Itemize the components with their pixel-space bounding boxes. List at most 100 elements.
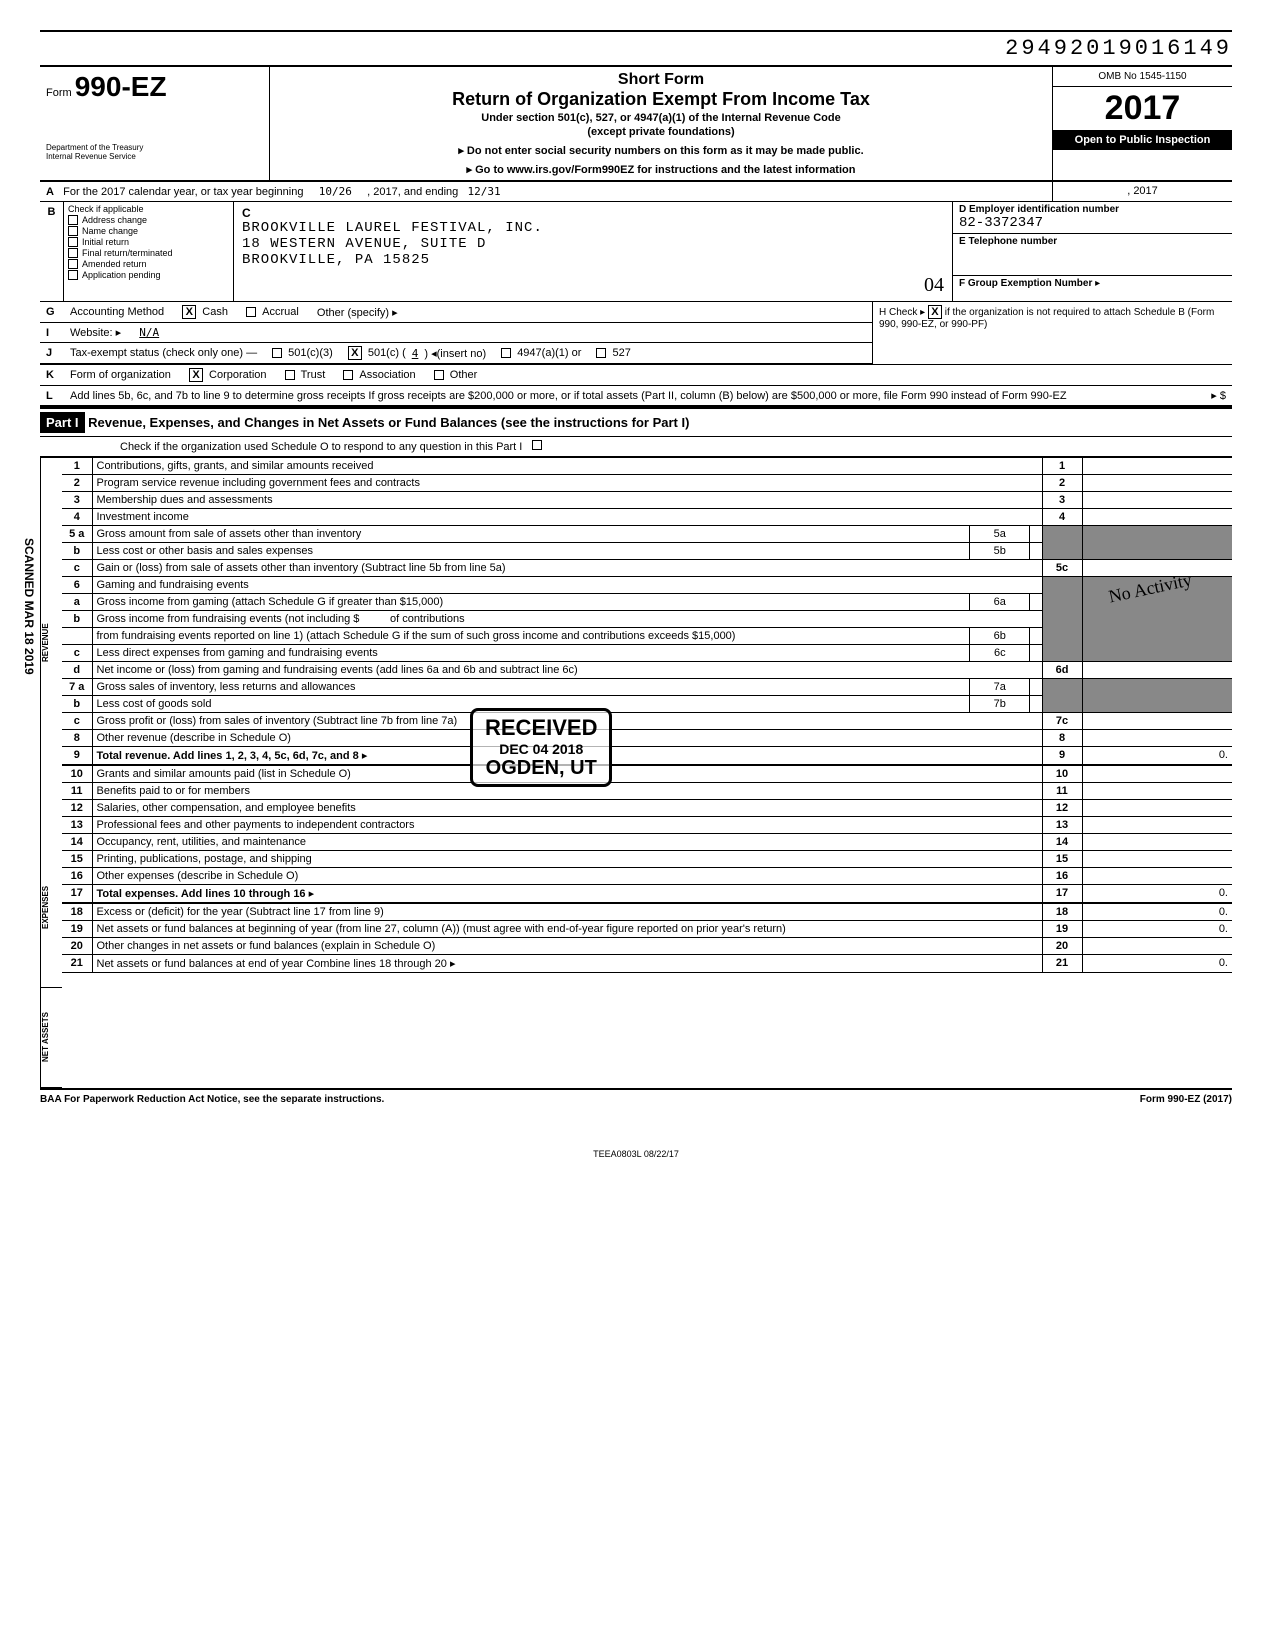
- l11: Benefits paid to or for members: [92, 783, 1042, 800]
- other-specify-label: Other (specify) ▸: [317, 306, 398, 319]
- other-form-checkbox[interactable]: [434, 370, 444, 380]
- section-b: B Check if applicable Address change Nam…: [40, 202, 1232, 302]
- assoc-checkbox[interactable]: [343, 370, 353, 380]
- form-footer: Form 990-EZ (2017): [1140, 1094, 1232, 1105]
- header-left: Form 990-EZ Department of the Treasury I…: [40, 67, 270, 180]
- col-de: D Employer identification number 82-3372…: [952, 202, 1232, 301]
- omb-number: OMB No 1545-1150: [1053, 67, 1232, 87]
- baa-notice: BAA For Paperwork Reduction Act Notice, …: [40, 1094, 384, 1105]
- no-ssn-note: Do not enter social security numbers on …: [278, 144, 1044, 157]
- f-label: F Group Exemption Number: [959, 278, 1092, 289]
- l9-amt: 0.: [1082, 747, 1232, 766]
- 501c-checkbox[interactable]: X: [348, 346, 362, 360]
- l1: Contributions, gifts, grants, and simila…: [92, 458, 1042, 475]
- l13: Professional fees and other payments to …: [92, 817, 1042, 834]
- l6b-post: of contributions: [390, 613, 465, 625]
- trust-label: Trust: [301, 369, 326, 381]
- return-title: Return of Organization Exempt From Incom…: [278, 89, 1044, 110]
- name-address-col: C BROOKVILLE LAUREL FESTIVAL, INC. 18 WE…: [234, 202, 952, 301]
- row-a: A For the 2017 calendar year, or tax yea…: [40, 182, 1232, 202]
- goto-note: Go to www.irs.gov/Form990EZ for instruct…: [278, 163, 1044, 176]
- name-change-checkbox[interactable]: [68, 226, 78, 236]
- part1-body: REVENUE EXPENSES NET ASSETS 1Contributio…: [40, 457, 1232, 1088]
- form-number: 990-EZ: [75, 71, 167, 102]
- l19: Net assets or fund balances at beginning…: [92, 921, 1042, 938]
- scanned-stamp: SCANNED MAR 18 2019: [22, 538, 36, 675]
- tax-year: 2017: [1053, 87, 1232, 130]
- d-label: D Employer identification number: [959, 204, 1119, 215]
- side-expenses: EXPENSES: [40, 828, 62, 988]
- l14: Occupancy, rent, utilities, and maintena…: [92, 834, 1042, 851]
- header-right: OMB No 1545-1150 2017 Open to Public Ins…: [1052, 67, 1232, 180]
- addr-change-label: Address change: [82, 215, 147, 225]
- 4947-label: 4947(a)(1) or: [517, 347, 581, 359]
- part1-check-text: Check if the organization used Schedule …: [120, 441, 522, 453]
- checkboxes-col: Check if applicable Address change Name …: [64, 202, 234, 301]
- corp-checkbox[interactable]: X: [189, 368, 203, 382]
- dept-treasury: Department of the Treasury: [46, 143, 143, 152]
- l19-amt: 0.: [1082, 921, 1232, 938]
- l12: Salaries, other compensation, and employ…: [92, 800, 1042, 817]
- l6b-pre: Gross income from fundraising events (no…: [97, 613, 360, 625]
- initial-return-checkbox[interactable]: [68, 237, 78, 247]
- l17-amt: 0.: [1082, 885, 1232, 904]
- h-checkbox[interactable]: X: [928, 305, 942, 319]
- accrual-checkbox[interactable]: [246, 307, 256, 317]
- 4947-checkbox[interactable]: [501, 348, 511, 358]
- assoc-label: Association: [359, 369, 415, 381]
- addr-change-checkbox[interactable]: [68, 215, 78, 225]
- final-return-checkbox[interactable]: [68, 248, 78, 258]
- l8: Other revenue (describe in Schedule O): [92, 730, 1042, 747]
- form-org-label: Form of organization: [70, 369, 171, 381]
- l17: Total expenses. Add lines 10 through 16: [97, 888, 306, 900]
- accrual-label: Accrual: [262, 306, 299, 318]
- insert-no-label: ) ◂(insert no): [424, 347, 486, 360]
- initial-return-label: Initial return: [82, 237, 129, 247]
- part1-label: Part I: [40, 412, 85, 433]
- l2: Program service revenue including govern…: [92, 475, 1042, 492]
- app-pending-checkbox[interactable]: [68, 270, 78, 280]
- final-return-label: Final return/terminated: [82, 248, 173, 258]
- 501c3-label: 501(c)(3): [288, 347, 333, 359]
- row-h: H Check ▸ X if the organization is not r…: [872, 302, 1232, 364]
- cash-checkbox[interactable]: X: [182, 305, 196, 319]
- 501c3-checkbox[interactable]: [272, 348, 282, 358]
- dln-number: 29492019016149: [40, 32, 1232, 65]
- short-form-label: Short Form: [278, 71, 1044, 89]
- part1-title: Revenue, Expenses, and Changes in Net As…: [88, 415, 689, 430]
- header-mid: Short Form Return of Organization Exempt…: [270, 67, 1052, 180]
- open-public-label: Open to Public Inspection: [1053, 130, 1232, 150]
- side-assets: NET ASSETS: [40, 988, 62, 1088]
- 501c-num: 4: [412, 347, 419, 360]
- l7c: Gross profit or (loss) from sales of inv…: [92, 713, 1042, 730]
- l21-amt: 0.: [1082, 955, 1232, 973]
- l5c: Gain or (loss) from sale of assets other…: [92, 560, 1042, 577]
- 527-checkbox[interactable]: [596, 348, 606, 358]
- part1-checkbox[interactable]: [532, 440, 542, 450]
- l18-amt: 0.: [1082, 903, 1232, 921]
- l6d: Net income or (loss) from gaming and fun…: [92, 662, 1042, 679]
- l6a: Gross income from gaming (attach Schedul…: [92, 594, 970, 611]
- c-label: C: [242, 206, 251, 220]
- l18: Excess or (deficit) for the year (Subtra…: [92, 903, 1042, 921]
- l3: Membership dues and assessments: [92, 492, 1042, 509]
- 527-label: 527: [612, 347, 630, 359]
- l20: Other changes in net assets or fund bala…: [92, 938, 1042, 955]
- l16: Other expenses (describe in Schedule O): [92, 868, 1042, 885]
- trust-checkbox[interactable]: [285, 370, 295, 380]
- app-pending-label: Application pending: [82, 270, 161, 280]
- website-label: Website: ▸: [70, 326, 121, 339]
- part1-title-row: Part I Revenue, Expenses, and Changes in…: [40, 407, 1232, 437]
- row-l-text: Add lines 5b, 6c, and 7b to line 9 to de…: [70, 390, 1205, 402]
- amended-checkbox[interactable]: [68, 259, 78, 269]
- ein-value: 82-3372347: [959, 215, 1043, 231]
- end-date: 12/31: [467, 185, 500, 198]
- org-name: BROOKVILLE LAUREL FESTIVAL, INC.: [242, 220, 944, 236]
- teea-code: TEEA0803L 08/22/17: [40, 1149, 1232, 1159]
- name-change-label: Name change: [82, 226, 138, 236]
- row-a-mid: , 2017, and ending: [367, 186, 458, 198]
- e-label: E Telephone number: [959, 236, 1057, 247]
- 501c-label: 501(c) (: [368, 347, 406, 359]
- l21: Net assets or fund balances at end of ye…: [97, 958, 447, 970]
- l10: Grants and similar amounts paid (list in…: [92, 765, 1042, 783]
